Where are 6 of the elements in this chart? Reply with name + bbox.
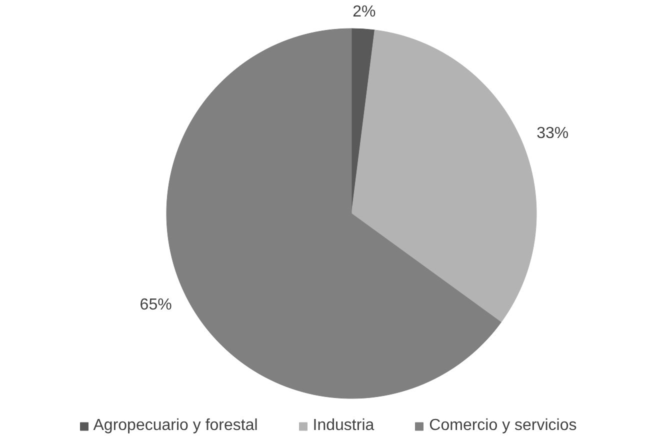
legend-label: Industria [312, 417, 374, 435]
data-label: 65% [140, 296, 172, 314]
data-label: 2% [352, 4, 376, 21]
data-label: 33% [536, 124, 569, 142]
legend-label: Comercio y servicios [429, 417, 577, 435]
legend-label: Agropecuario y forestal [93, 417, 258, 435]
